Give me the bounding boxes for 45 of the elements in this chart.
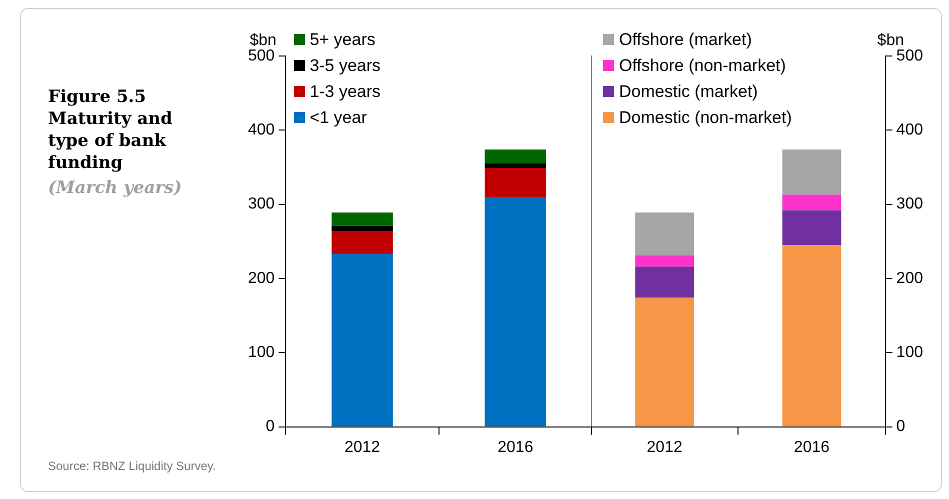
bar bbox=[782, 194, 842, 210]
source-note: Source: RBNZ Liquidity Survey. bbox=[48, 459, 216, 473]
x-tick-label: 2016 bbox=[498, 438, 534, 456]
bar bbox=[635, 298, 694, 426]
text: (March years) bbox=[48, 178, 182, 198]
y-tick-label: 300 bbox=[896, 196, 924, 213]
text: Figure 5.5 Maturity and type of bank funding bbox=[48, 86, 174, 174]
legend-label: Domestic (non-market) bbox=[619, 108, 792, 127]
y-tick-label: 400 bbox=[248, 122, 275, 139]
bar bbox=[635, 255, 694, 267]
x-tick-label: 2012 bbox=[344, 438, 380, 456]
y-tick-label: 500 bbox=[248, 47, 275, 64]
y-tick-label: 400 bbox=[896, 122, 924, 139]
bar bbox=[782, 210, 842, 246]
y-tick-label: 100 bbox=[896, 344, 924, 362]
y-tick-label: 300 bbox=[248, 196, 275, 213]
bar bbox=[635, 266, 694, 298]
legend-label: Offshore (market) bbox=[619, 30, 752, 49]
x-tick-label: 2016 bbox=[794, 438, 830, 456]
bar bbox=[332, 212, 393, 226]
bar bbox=[332, 231, 393, 254]
bar bbox=[332, 254, 393, 426]
y-tick-label: 100 bbox=[248, 344, 275, 362]
bar bbox=[782, 149, 842, 195]
legend-label: 3-5 years bbox=[310, 56, 381, 75]
y-tick-label: 200 bbox=[896, 270, 924, 287]
y-axis-title: $bn bbox=[250, 32, 276, 49]
legend-label: 5+ years bbox=[310, 30, 376, 49]
legend-label: Domestic (market) bbox=[619, 82, 758, 101]
bar bbox=[484, 168, 546, 198]
legend-label: 1-3 years bbox=[310, 82, 381, 101]
bar bbox=[484, 149, 546, 164]
y-tick-label: 500 bbox=[896, 47, 924, 64]
bar bbox=[484, 198, 546, 426]
x-tick-label: 2012 bbox=[646, 438, 682, 456]
y-tick-label: 200 bbox=[248, 270, 275, 287]
y-tick-label: 0 bbox=[266, 418, 275, 436]
y-tick-label: 0 bbox=[896, 418, 906, 436]
bar bbox=[484, 164, 546, 168]
bar bbox=[635, 212, 694, 256]
y-axis-title: $bn bbox=[877, 32, 904, 49]
bar bbox=[332, 226, 393, 232]
legend-label: Offshore (non-market) bbox=[619, 56, 786, 75]
bar bbox=[782, 245, 842, 426]
legend-label: <1 year bbox=[310, 108, 367, 127]
